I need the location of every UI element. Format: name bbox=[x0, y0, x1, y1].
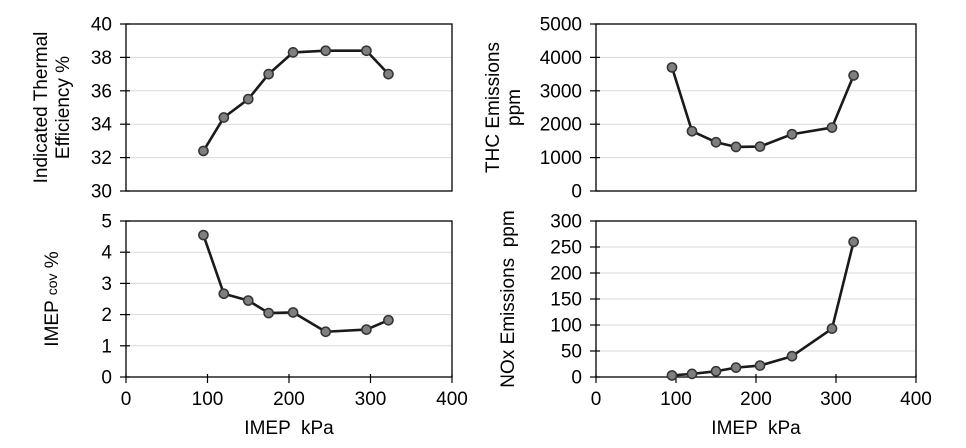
data-point-marker bbox=[666, 62, 678, 73]
y-tick-label: 0 bbox=[571, 182, 582, 203]
y-tick-label: 0 bbox=[101, 368, 112, 389]
series-line bbox=[670, 240, 855, 377]
plot-border bbox=[125, 220, 453, 378]
y-tick-label: 4 bbox=[101, 243, 112, 264]
plot-border bbox=[125, 23, 453, 192]
y-tick-label: 38 bbox=[91, 48, 112, 69]
data-point-marker bbox=[786, 350, 798, 362]
y-tick-label: 0 bbox=[571, 368, 582, 389]
x-tick-label: 0 bbox=[121, 389, 132, 410]
data-point-marker bbox=[242, 93, 254, 105]
data-point-marker bbox=[686, 368, 698, 380]
data-point-marker bbox=[710, 365, 722, 377]
y-tick-label: 1000 bbox=[540, 148, 582, 169]
x-tick-label: 200 bbox=[740, 389, 772, 410]
x-tick-label: 100 bbox=[192, 389, 224, 410]
y-tick-label: 40 bbox=[91, 15, 112, 36]
y-tick-label: 200 bbox=[550, 264, 582, 285]
chart-imep-cov: 0 1 2 3 4 5 0 100 200 300 400 IMEP kPa IMEP cov % bbox=[42, 212, 468, 440]
y-tick-label: 34 bbox=[91, 115, 113, 136]
data-point-marker bbox=[198, 145, 209, 157]
y-tick-label: 4000 bbox=[540, 48, 582, 69]
plot-border bbox=[595, 23, 917, 192]
y-tick-label: 250 bbox=[550, 238, 582, 259]
chart-nox-emissions: 0 50 100 150 200 250 300 0 100 200 300 400 IMEP kPa N… bbox=[498, 210, 932, 439]
data-point-marker bbox=[666, 370, 678, 381]
series-line bbox=[670, 66, 855, 149]
data-point-marker bbox=[826, 323, 838, 334]
x-tick-label: 200 bbox=[273, 389, 305, 410]
y-tick-label: 5 bbox=[101, 212, 112, 233]
data-point-marker bbox=[218, 288, 230, 300]
y-tick-label: 3000 bbox=[540, 81, 582, 102]
y-tick-label: 300 bbox=[550, 212, 582, 233]
chart-thc-emissions: 0 1000 2000 3000 4000 5000 THC Emissions ppm bbox=[483, 15, 917, 203]
data-point-marker bbox=[848, 236, 859, 248]
y-axis-label: NOx Emissions ppm bbox=[498, 210, 519, 387]
y-axis-label: ppm bbox=[504, 89, 525, 126]
data-point-marker bbox=[383, 314, 394, 326]
x-tick-label: 300 bbox=[355, 389, 387, 410]
chart-indicated-thermal-efficiency: 30 32 34 36 38 40 Indicated Thermal Efficiency … bbox=[31, 15, 453, 203]
data-point-marker bbox=[848, 70, 859, 81]
data-point-marker bbox=[361, 45, 372, 57]
y-tick-label: 2000 bbox=[540, 115, 582, 136]
data-point-marker bbox=[730, 141, 742, 153]
y-tick-label: 30 bbox=[91, 182, 112, 203]
y-tick-label: 150 bbox=[550, 290, 582, 311]
x-axis-label: IMEP kPa bbox=[711, 418, 801, 439]
x-tick-label: 400 bbox=[900, 389, 932, 410]
data-point-marker bbox=[320, 326, 332, 338]
data-point-marker bbox=[361, 324, 372, 335]
data-point-marker bbox=[242, 295, 254, 306]
x-tick-label: 300 bbox=[820, 389, 852, 410]
data-point-marker bbox=[730, 362, 742, 373]
data-point-marker bbox=[786, 128, 798, 140]
x-tick-label: 400 bbox=[436, 389, 468, 410]
data-point-marker bbox=[263, 307, 274, 319]
data-point-marker bbox=[287, 47, 299, 58]
y-tick-label: 36 bbox=[91, 81, 112, 102]
data-point-marker bbox=[198, 229, 209, 241]
data-point-marker bbox=[754, 141, 766, 152]
y-axis-label: Efficiency % bbox=[53, 56, 74, 159]
y-tick-label: 32 bbox=[91, 148, 112, 169]
y-axis-label: THC Emissions bbox=[483, 42, 504, 173]
series-line bbox=[202, 49, 390, 153]
data-point-marker bbox=[754, 360, 766, 371]
data-point-marker bbox=[218, 112, 230, 123]
data-point-marker bbox=[686, 125, 698, 137]
x-tick-label: 0 bbox=[591, 389, 602, 410]
data-point-marker bbox=[263, 68, 274, 80]
y-tick-label: 2 bbox=[101, 305, 112, 326]
data-point-marker bbox=[826, 122, 838, 133]
y-tick-label: 5000 bbox=[540, 15, 582, 36]
y-axis-label: IMEP cov % bbox=[42, 251, 63, 346]
x-tick-label: 100 bbox=[660, 389, 692, 410]
y-tick-label: 100 bbox=[550, 316, 582, 337]
y-axis-label: Indicated Thermal bbox=[31, 32, 52, 184]
data-point-marker bbox=[287, 307, 299, 318]
x-axis-label: IMEP kPa bbox=[244, 418, 334, 439]
y-tick-label: 50 bbox=[561, 342, 582, 363]
data-point-marker bbox=[320, 45, 332, 57]
data-point-marker bbox=[383, 68, 394, 80]
data-point-marker bbox=[710, 136, 722, 148]
y-tick-label: 3 bbox=[101, 274, 112, 295]
y-tick-label: 1 bbox=[101, 336, 112, 357]
